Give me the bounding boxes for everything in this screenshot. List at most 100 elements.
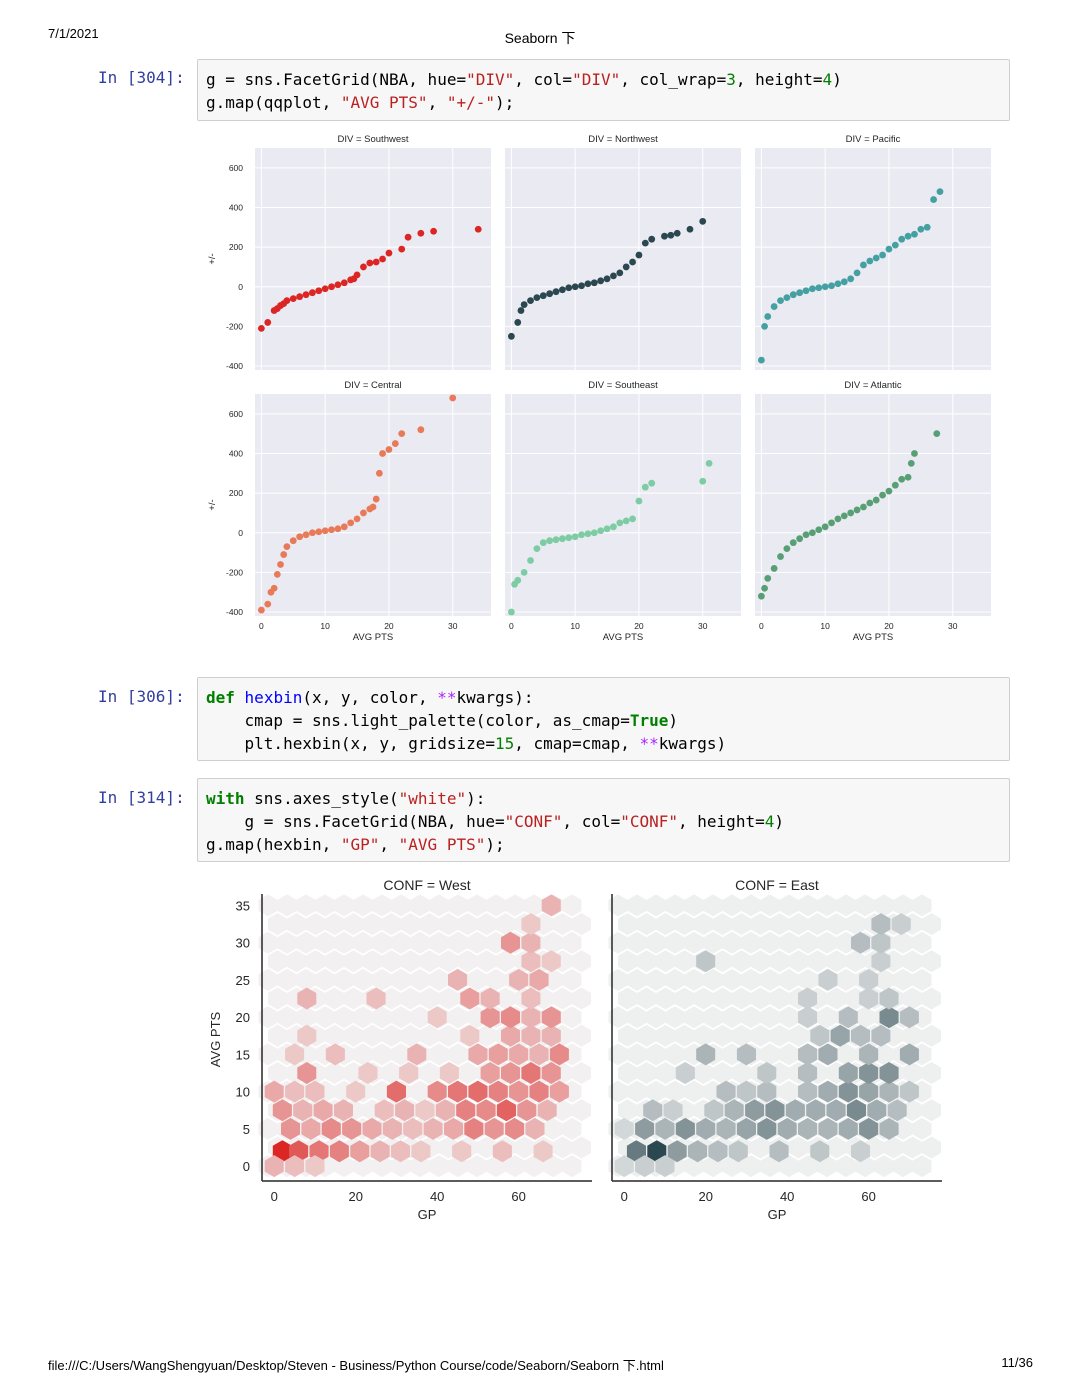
hex-bin-background xyxy=(268,1062,287,1084)
y-tick-label: 30 xyxy=(236,936,250,951)
hex-bin xyxy=(879,987,899,1010)
hex-bin xyxy=(297,987,317,1010)
hex-bin-background xyxy=(296,931,316,954)
code-token: def xyxy=(206,688,235,707)
qq-point xyxy=(770,303,778,310)
hex-bin-background xyxy=(363,950,382,973)
hex-bin xyxy=(838,1117,858,1140)
hex-bin xyxy=(614,1155,634,1178)
hex-bin-background xyxy=(770,1024,789,1047)
hex-bin xyxy=(501,1024,520,1047)
facet-atlantic: DIV = Atlantic 0 10 20 30 AVG PTS xyxy=(755,380,991,643)
qq-point xyxy=(641,239,649,247)
qq-point xyxy=(860,261,867,269)
hex-bin-background xyxy=(827,987,846,1010)
hex-bin xyxy=(798,1043,818,1066)
hex-bin xyxy=(501,931,520,954)
hex-bin-background xyxy=(268,987,287,1010)
qq-point xyxy=(802,531,810,539)
code-cell-hexbin-def[interactable]: def hexbin(x, y, color, **kwargs): cmap … xyxy=(197,677,1010,761)
hex-bin-background xyxy=(486,931,506,954)
hex-bin xyxy=(541,1024,561,1047)
hex-bin-background xyxy=(912,968,932,991)
hex-bin xyxy=(492,1140,512,1163)
hex-bin-background xyxy=(562,894,582,917)
qqplot-facet-figure: DIV = Southwest-400-2000200400600+/-DIV … xyxy=(207,134,991,643)
hex-bin-background xyxy=(751,913,770,936)
hex-bin-background xyxy=(382,913,401,936)
hex-bin xyxy=(541,1062,561,1084)
hex-bin-background xyxy=(572,950,591,973)
hex-bin-background xyxy=(334,968,354,991)
qq-point xyxy=(898,235,906,243)
qq-point xyxy=(340,279,348,287)
hex-bin-background xyxy=(429,931,449,954)
qq-point xyxy=(667,231,675,239)
hex-bin-background xyxy=(703,968,723,991)
hex-bin xyxy=(724,1099,744,1122)
qq-point xyxy=(360,509,367,517)
qq-point xyxy=(930,196,937,203)
x-tick-label: 10 xyxy=(820,621,830,631)
qq-point xyxy=(777,297,784,305)
code-cell-hexbin-facetgrid[interactable]: with sns.axes_style("white"): g = sns.Fa… xyxy=(197,778,1010,862)
hex-bin xyxy=(757,1080,777,1103)
hex-bin-background xyxy=(912,894,932,917)
qq-point xyxy=(546,537,554,545)
hex-bin-background xyxy=(562,931,582,954)
hex-bin-background xyxy=(836,931,856,954)
code-token xyxy=(235,688,245,707)
qq-point xyxy=(860,503,867,511)
hex-bin xyxy=(517,1099,537,1122)
hex-bin-background xyxy=(694,1024,713,1047)
code-cell-facetgrid-qqplot[interactable]: g = sns.FacetGrid(NBA, hue="DIV", col="D… xyxy=(197,59,1010,121)
x-tick-label: 0 xyxy=(271,1189,278,1204)
qq-point xyxy=(648,235,656,243)
hex-bin xyxy=(769,1140,789,1163)
qq-point xyxy=(273,570,281,578)
hex-bin xyxy=(663,1099,683,1122)
x-tick-label: 20 xyxy=(348,1189,362,1204)
qq-point xyxy=(283,543,291,551)
hex-bin xyxy=(395,1099,415,1122)
hex-bin-background xyxy=(637,913,656,936)
hex-bin xyxy=(716,1117,736,1140)
hex-bin xyxy=(879,1117,899,1140)
qq-point xyxy=(517,307,525,314)
code-token: "DIV" xyxy=(572,70,621,89)
qq-point xyxy=(764,574,772,582)
hex-bin xyxy=(529,1080,549,1103)
hex-bin-background xyxy=(751,1024,770,1047)
hex-bin-background xyxy=(732,950,751,973)
hex-bin xyxy=(541,950,561,973)
hex-bin xyxy=(529,968,549,991)
hex-bin-background xyxy=(732,1024,751,1047)
hex-bin xyxy=(826,1099,846,1122)
hex-bin-background xyxy=(684,894,704,917)
x-tick-label: 20 xyxy=(634,621,644,631)
code-line: def hexbin(x, y, color, **kwargs): xyxy=(206,686,1009,709)
hex-bin-background xyxy=(572,1136,591,1159)
qq-point xyxy=(648,479,656,487)
hex-bin-background xyxy=(258,1006,278,1029)
hex-bin xyxy=(818,1080,838,1103)
qq-point xyxy=(385,446,393,453)
hex-bin xyxy=(838,1062,858,1084)
hex-bin xyxy=(899,1006,919,1029)
hex-bin-background xyxy=(553,1099,572,1122)
qq-point xyxy=(603,275,611,283)
qq-point xyxy=(853,506,861,514)
hex-bin xyxy=(293,1099,313,1122)
facet-title: DIV = Pacific xyxy=(846,134,901,145)
hex-bin-background xyxy=(713,950,732,973)
hex-bin xyxy=(745,1099,765,1122)
qq-point xyxy=(578,282,585,290)
hex-bin xyxy=(757,1117,777,1140)
hex-bin xyxy=(488,1080,508,1103)
hex-bin-background xyxy=(779,931,799,954)
hex-bin-background xyxy=(505,1155,525,1178)
hex-bin xyxy=(272,1099,292,1122)
hex-bin xyxy=(891,913,911,936)
hex-bin-background xyxy=(410,968,430,991)
hex-bin-background xyxy=(684,968,704,991)
